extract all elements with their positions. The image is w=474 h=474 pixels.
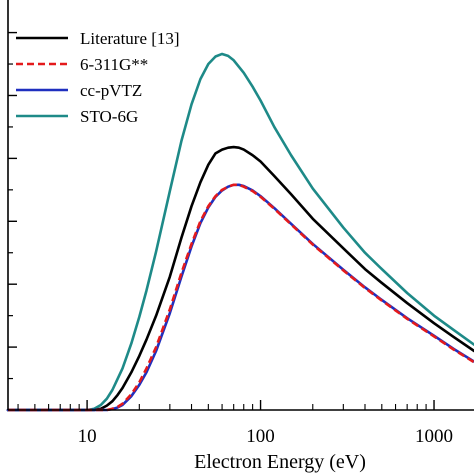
x-axis-ticks: 10 100 1000 — [17, 400, 453, 447]
series-line-literature-13 — [6, 145, 474, 412]
chart-axes: 10 100 1000 — [7, 0, 474, 447]
legend-label: 6-311G** — [80, 55, 148, 74]
legend-label: Literature [13] — [80, 29, 180, 48]
series-line-6-311g — [8, 183, 474, 412]
series-line-sto-6g — [6, 52, 474, 412]
x-tick-label: 1000 — [415, 426, 453, 447]
legend-label: cc-pVTZ — [80, 81, 142, 100]
x-tick-label: 100 — [246, 426, 275, 447]
x-axis-label: Electron Energy (eV) — [194, 451, 366, 473]
series-line-cc-pvtz — [6, 183, 474, 412]
series-curves — [6, 52, 474, 412]
legend: Literature [13] 6-311G** cc-pVTZ STO-6G — [16, 29, 180, 126]
y-axis-ticks — [8, 31, 17, 380]
x-tick-label: 10 — [78, 426, 97, 447]
legend-label: STO-6G — [80, 107, 138, 126]
